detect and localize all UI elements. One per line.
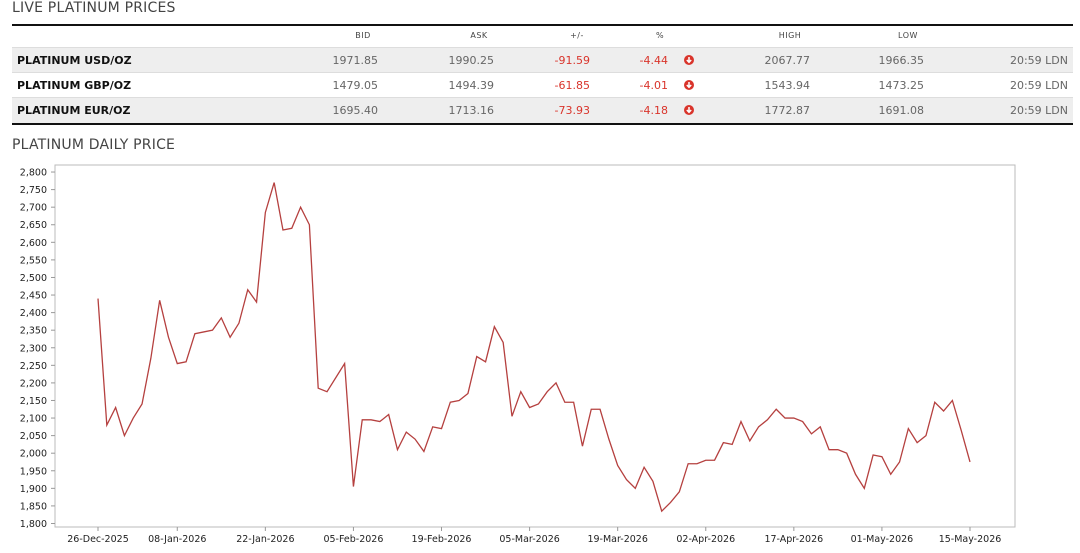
x-tick-label: 01-May-2026 bbox=[851, 534, 914, 545]
chart-title: PLATINUM DAILY PRICE bbox=[12, 137, 176, 153]
y-tick-label: 2,700 bbox=[20, 203, 47, 214]
down-icon bbox=[684, 105, 694, 115]
change-cell: -4.18 bbox=[639, 104, 668, 117]
down-icon bbox=[684, 80, 694, 90]
y-tick-label: 2,800 bbox=[20, 168, 47, 179]
price-cell: 1966.35 bbox=[878, 54, 925, 67]
price-cell: 1971.85 bbox=[332, 54, 379, 67]
y-tick-label: 2,500 bbox=[20, 273, 47, 284]
y-tick-label: 1,800 bbox=[20, 519, 47, 530]
price-cell: 1772.87 bbox=[764, 104, 811, 117]
y-tick-label: 2,600 bbox=[20, 238, 47, 249]
change-cell: -91.59 bbox=[554, 54, 590, 67]
price-cell: 1691.08 bbox=[878, 104, 925, 117]
x-tick-label: 15-May-2026 bbox=[939, 534, 1002, 545]
y-tick-label: 2,350 bbox=[20, 326, 47, 337]
column-header: LOW bbox=[898, 31, 918, 40]
x-tick-label: 19-Feb-2026 bbox=[412, 534, 472, 545]
instrument-name: PLATINUM USD/OZ bbox=[17, 54, 132, 67]
column-header: BID bbox=[355, 31, 371, 40]
price-cell: 2067.77 bbox=[764, 54, 811, 67]
plot-frame bbox=[54, 164, 1016, 528]
column-header: % bbox=[655, 31, 665, 40]
y-tick-label: 2,050 bbox=[20, 431, 47, 442]
y-tick-label: 1,850 bbox=[20, 501, 47, 512]
y-tick-label: 2,450 bbox=[20, 291, 47, 302]
instrument-name: PLATINUM EUR/OZ bbox=[17, 104, 131, 117]
y-tick-label: 2,300 bbox=[20, 343, 47, 354]
y-tick-label: 2,400 bbox=[20, 308, 47, 319]
y-tick-label: 2,100 bbox=[20, 414, 47, 425]
table-row: PLATINUM GBP/OZ 1479.05 1494.39 -61.85 -4.01… bbox=[12, 72, 1073, 98]
change-cell: -73.93 bbox=[554, 104, 590, 117]
change-cell: -61.85 bbox=[554, 79, 590, 92]
change-cell: -4.44 bbox=[639, 54, 668, 67]
price-cell: 1494.39 bbox=[448, 79, 495, 92]
table-title: LIVE PLATINUM PRICES bbox=[12, 0, 176, 16]
y-tick-label: 2,000 bbox=[20, 449, 47, 460]
x-tick-label: 19-Mar-2026 bbox=[587, 534, 647, 545]
down-icon bbox=[684, 55, 694, 65]
price-cell: 1990.25 bbox=[448, 54, 495, 67]
y-tick-label: 1,900 bbox=[20, 484, 47, 495]
column-header: ASK bbox=[470, 31, 488, 40]
time-cell: 20:59 LDN bbox=[1009, 104, 1068, 117]
price-cell: 1695.40 bbox=[332, 104, 379, 117]
time-cell: 20:59 LDN bbox=[1009, 79, 1068, 92]
y-tick-label: 2,550 bbox=[20, 255, 47, 266]
x-tick-label: 26-Dec-2025 bbox=[67, 534, 129, 545]
x-tick-label: 17-Apr-2026 bbox=[764, 534, 823, 545]
y-tick-label: 2,250 bbox=[20, 361, 47, 372]
price-line bbox=[97, 182, 971, 513]
price-cell: 1479.05 bbox=[332, 79, 379, 92]
y-tick-label: 2,150 bbox=[20, 396, 47, 407]
price-table: BID ASK +/-% HIGH LOW PLATINUM USD/OZ 1971.85 1… bbox=[12, 24, 1073, 125]
change-cell: -4.01 bbox=[639, 79, 668, 92]
x-tick-label: 05-Feb-2026 bbox=[323, 534, 383, 545]
x-tick-label: 05-Mar-2026 bbox=[499, 534, 559, 545]
time-cell: 20:59 LDN bbox=[1009, 54, 1068, 67]
y-tick-label: 2,750 bbox=[20, 185, 47, 196]
x-tick-label: 08-Jan-2026 bbox=[148, 534, 206, 545]
price-cell: 1713.16 bbox=[448, 104, 495, 117]
y-tick-label: 2,200 bbox=[20, 378, 47, 389]
column-header: HIGH bbox=[778, 31, 802, 40]
table-row: PLATINUM USD/OZ 1971.85 1990.25 -91.59 -4.44… bbox=[12, 47, 1073, 73]
instrument-name: PLATINUM GBP/OZ bbox=[17, 79, 132, 92]
price-cell: 1473.25 bbox=[878, 79, 925, 92]
price-cell: 1543.94 bbox=[764, 79, 811, 92]
column-header: +/- bbox=[570, 31, 584, 40]
y-tick-label: 2,650 bbox=[20, 220, 47, 231]
x-tick-label: 02-Apr-2026 bbox=[676, 534, 735, 545]
y-tick-label: 1,950 bbox=[20, 466, 47, 477]
x-tick-label: 22-Jan-2026 bbox=[236, 534, 294, 545]
table-row: PLATINUM EUR/OZ 1695.40 1713.16 -73.93 -4.18… bbox=[12, 97, 1073, 123]
